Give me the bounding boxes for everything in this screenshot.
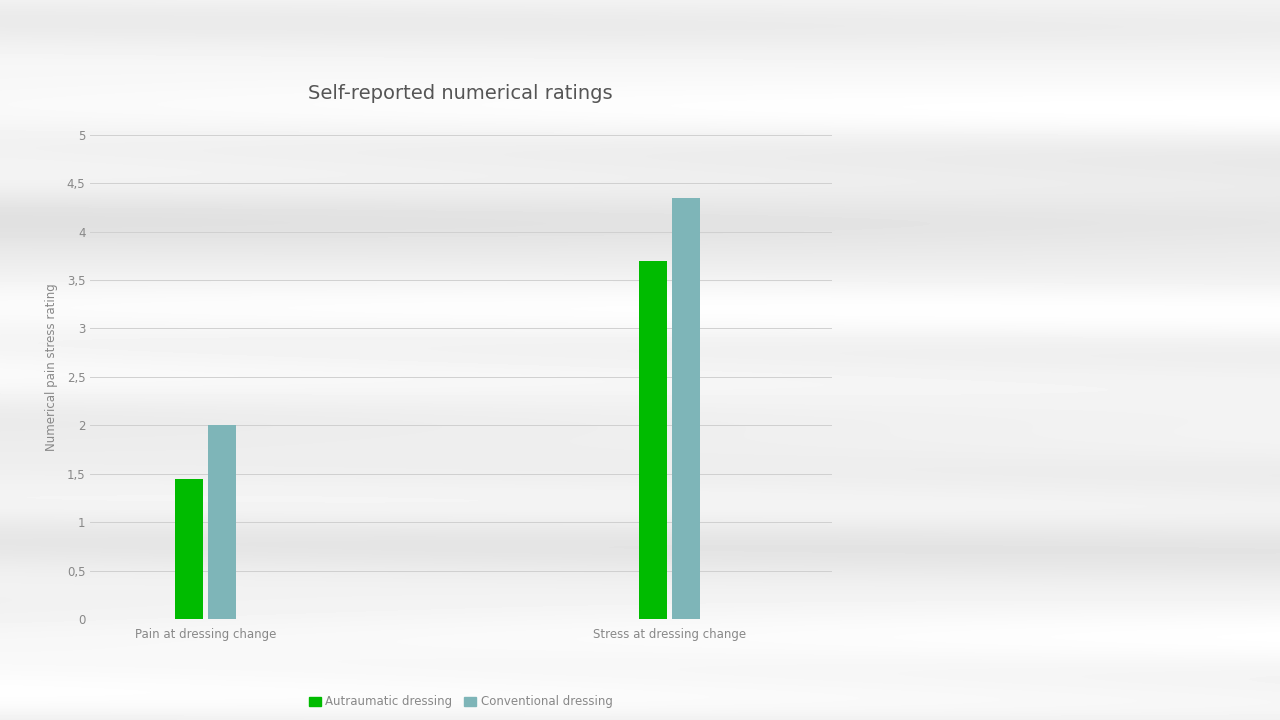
Bar: [640, 261, 667, 619]
Legend: Autraumatic dressing, Conventional dressing: Autraumatic dressing, Conventional dress…: [305, 690, 617, 713]
Bar: [672, 197, 700, 619]
Bar: [207, 426, 236, 619]
Title: Self-reported numerical ratings: Self-reported numerical ratings: [308, 84, 613, 102]
Bar: [175, 479, 204, 619]
Y-axis label: Numerical pain stress rating: Numerical pain stress rating: [46, 284, 59, 451]
